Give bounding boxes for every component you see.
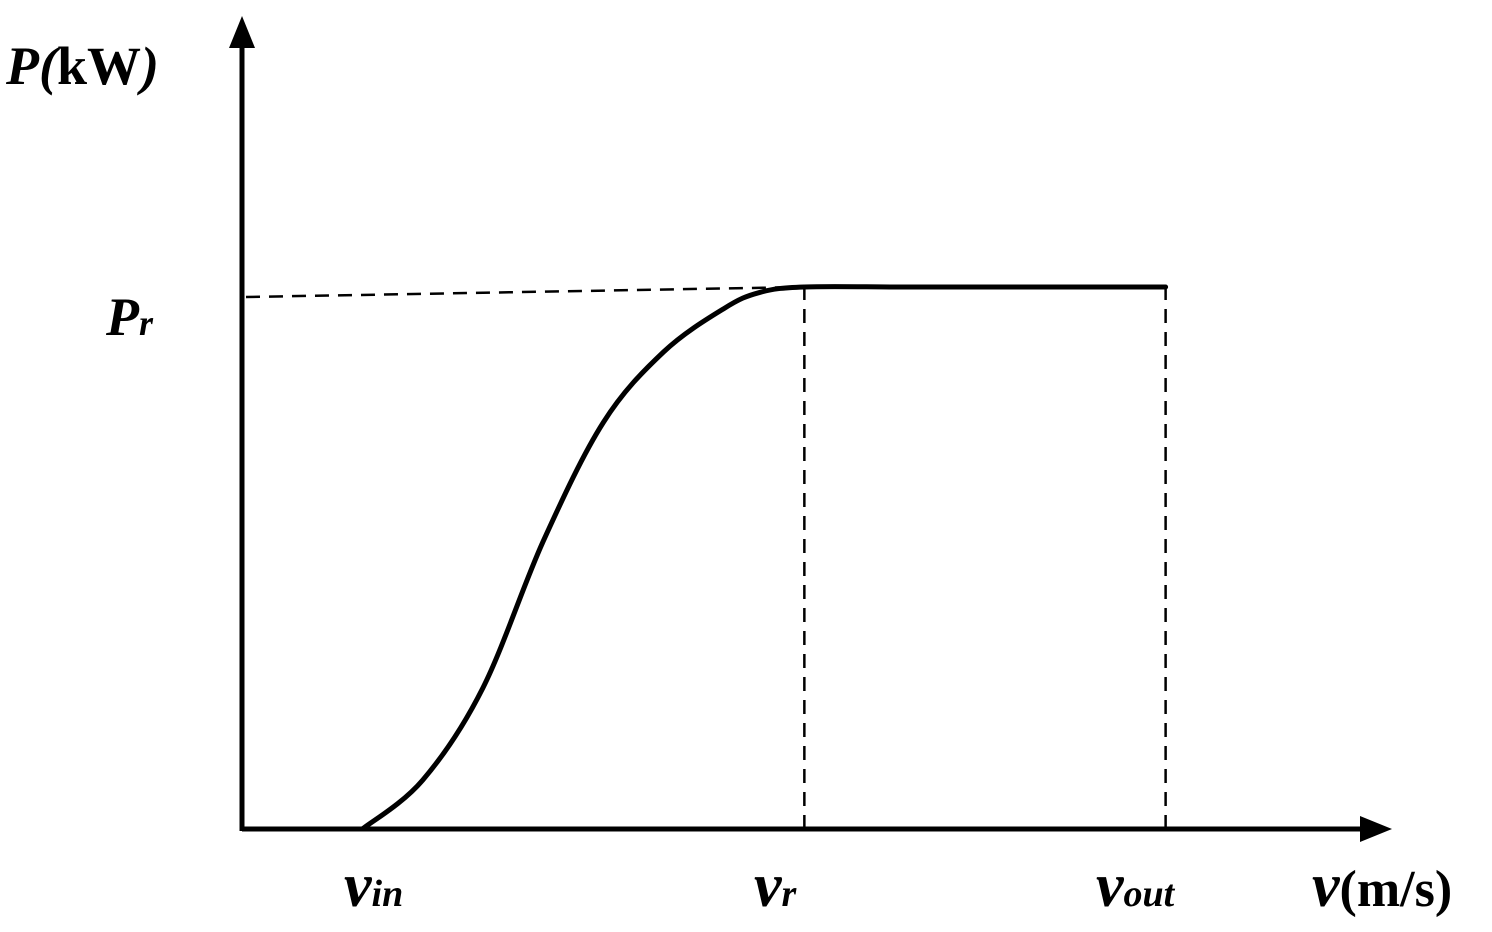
reference-lines (245, 285, 1167, 829)
x-axis-label: v(m/s) (1312, 852, 1452, 920)
x-tick-label-rated-speed: vr (754, 852, 798, 920)
y-axis-label: P(kW) (5, 36, 159, 96)
x-axis-label-unit: (m/s) (1340, 861, 1453, 918)
x-axis-label-symbol: v (1312, 852, 1341, 920)
axes (229, 16, 1392, 842)
power-curve-series (359, 284, 1169, 832)
y-axis-label-close-paren: ) (136, 36, 159, 96)
x-tick-label-cut-in-speed: vin (344, 852, 403, 920)
x-tick-subscript: in (372, 873, 404, 915)
x-axis-arrowhead (1360, 816, 1392, 842)
x-tick-symbol: v (754, 852, 783, 920)
y-tick-label-rated-power: Pr (105, 287, 154, 347)
x-tick-label-cut-out-speed: vout (1096, 852, 1176, 920)
y-tick-subscript: r (139, 303, 154, 343)
y-axis-label-unit: kW (57, 36, 141, 96)
y-tick-symbol: P (105, 287, 140, 347)
x-tick-symbol: v (1096, 852, 1125, 920)
rated-power-dashed-line (245, 285, 805, 299)
y-axis-label-open-paren: ( (39, 36, 61, 96)
y-axis-label-symbol: P (5, 36, 40, 96)
x-tick-symbol: v (344, 852, 373, 920)
y-axis-arrowhead (229, 16, 255, 48)
x-tick-subscript: out (1124, 873, 1176, 915)
x-tick-subscript: r (782, 873, 798, 915)
